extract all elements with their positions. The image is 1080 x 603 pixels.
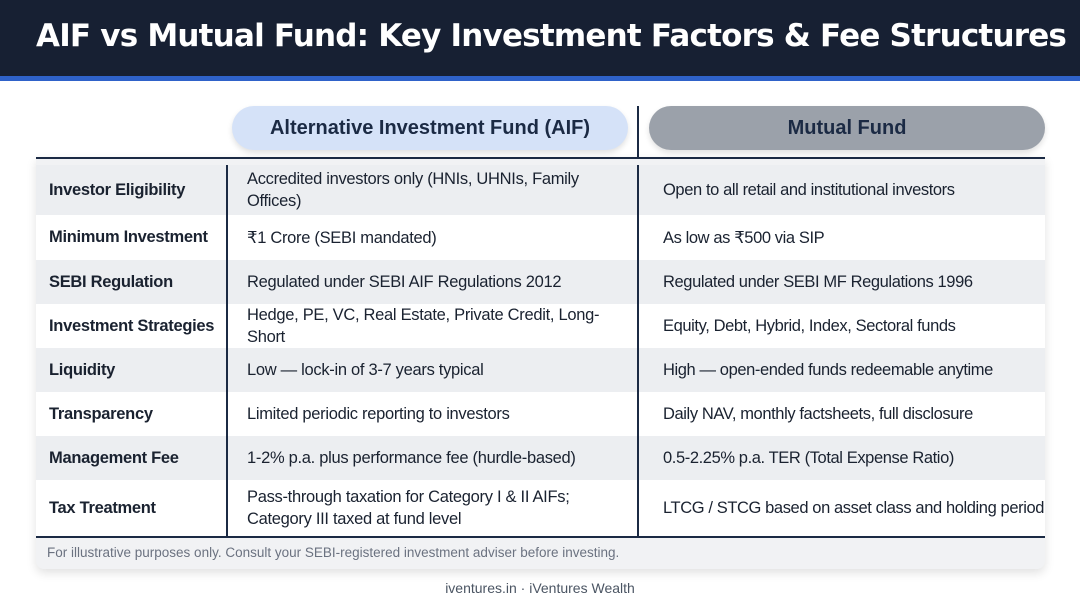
table-top-rule (36, 157, 1045, 159)
table-row: Tax Treatment Pass-through taxation for … (36, 480, 1045, 536)
aif-cell: 1-2% p.a. plus performance fee (hurdle-b… (247, 449, 576, 467)
column-header-aif: Alternative Investment Fund (AIF) (232, 106, 628, 150)
mf-cell: Equity, Debt, Hybrid, Index, Sectoral fu… (663, 317, 956, 335)
header-bar (0, 0, 1080, 76)
disclaimer-note: For illustrative purposes only. Consult … (47, 545, 620, 560)
table-row: Investor Eligibility Accredited investor… (36, 165, 1045, 215)
page-title: AIF vs Mutual Fund: Key Investment Facto… (36, 18, 1067, 54)
mf-cell: Daily NAV, monthly factsheets, full disc… (663, 405, 973, 423)
aif-cell: ₹1 Crore (SEBI mandated) (247, 228, 437, 247)
row-label: Minimum Investment (49, 228, 208, 246)
header-divider (637, 106, 639, 158)
column-header-mutual-fund: Mutual Fund (649, 106, 1045, 150)
table-row: Investment Strategies Hedge, PE, VC, Rea… (36, 304, 1045, 348)
label-column-divider (226, 165, 228, 536)
mf-cell: Open to all retail and institutional inv… (663, 181, 955, 199)
mf-cell: As low as ₹500 via SIP (663, 228, 825, 247)
table-row: Liquidity Low — lock-in of 3-7 years typ… (36, 348, 1045, 392)
footer-credit: iventures.in · iVentures Wealth (445, 580, 635, 596)
header-accent-rule (0, 76, 1080, 81)
table-bottom-rule (36, 536, 1045, 538)
table-row: Minimum Investment ₹1 Crore (SEBI mandat… (36, 215, 1045, 260)
aif-cell: Hedge, PE, VC, Real Estate, Private Cred… (247, 306, 600, 346)
table-row: SEBI Regulation Regulated under SEBI AIF… (36, 260, 1045, 304)
mf-cell: 0.5-2.25% p.a. TER (Total Expense Ratio) (663, 449, 954, 467)
fund-column-divider (637, 165, 639, 536)
row-label: Investor Eligibility (49, 180, 186, 199)
row-label: SEBI Regulation (49, 272, 173, 291)
mf-cell: Regulated under SEBI MF Regulations 1996 (663, 273, 973, 291)
aif-cell: Accredited investors only (HNIs, UHNIs, … (247, 170, 579, 210)
aif-cell: Pass-through taxation for Category I & I… (247, 488, 570, 528)
mf-cell: LTCG / STCG based on asset class and hol… (663, 499, 1045, 517)
row-label: Tax Treatment (49, 498, 156, 517)
aif-cell: Limited periodic reporting to investors (247, 405, 510, 423)
row-label: Liquidity (49, 360, 116, 379)
aif-cell: Regulated under SEBI AIF Regulations 201… (247, 273, 562, 291)
mf-cell: High — open-ended funds redeemable anyti… (663, 361, 993, 379)
aif-cell: Low — lock-in of 3-7 years typical (247, 361, 484, 379)
table-row: Management Fee 1-2% p.a. plus performanc… (36, 436, 1045, 480)
row-label: Management Fee (49, 448, 179, 467)
row-label: Investment Strategies (49, 316, 215, 335)
table-row: Transparency Limited periodic reporting … (36, 392, 1045, 436)
row-label: Transparency (49, 404, 153, 423)
